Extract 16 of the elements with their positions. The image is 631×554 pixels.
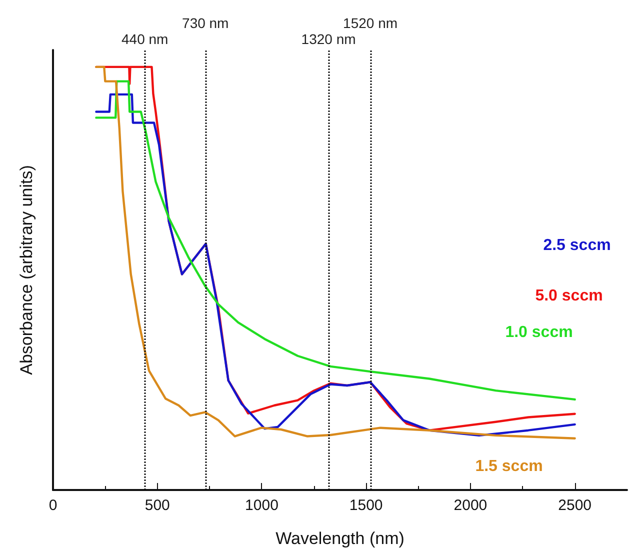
ref-line-label: 730 nm	[182, 15, 229, 31]
x-tick-label: 1500	[349, 497, 383, 514]
series-label: 1.5 sccm	[475, 458, 543, 475]
x-tick-label: 500	[144, 497, 170, 514]
x-tick-label: 2000	[454, 497, 488, 514]
text: 5.0 sccm	[535, 287, 603, 304]
x-tick-label: 1000	[245, 497, 278, 514]
x-tick-label: 2500	[558, 497, 592, 514]
x-tick-label: 0	[48, 497, 58, 514]
text: 2.5 sccm	[543, 236, 611, 254]
y-axis-title: Absorbance (arbitrary units)	[17, 165, 36, 375]
text: 1.0 sccm	[505, 324, 573, 341]
x-axis-title: Wavelength (nm)	[276, 529, 404, 548]
ref-line-label: 1520 nm	[343, 15, 398, 31]
ref-line-label: 440 nm	[121, 31, 168, 47]
ref-line-label: 1320 nm	[301, 31, 356, 47]
